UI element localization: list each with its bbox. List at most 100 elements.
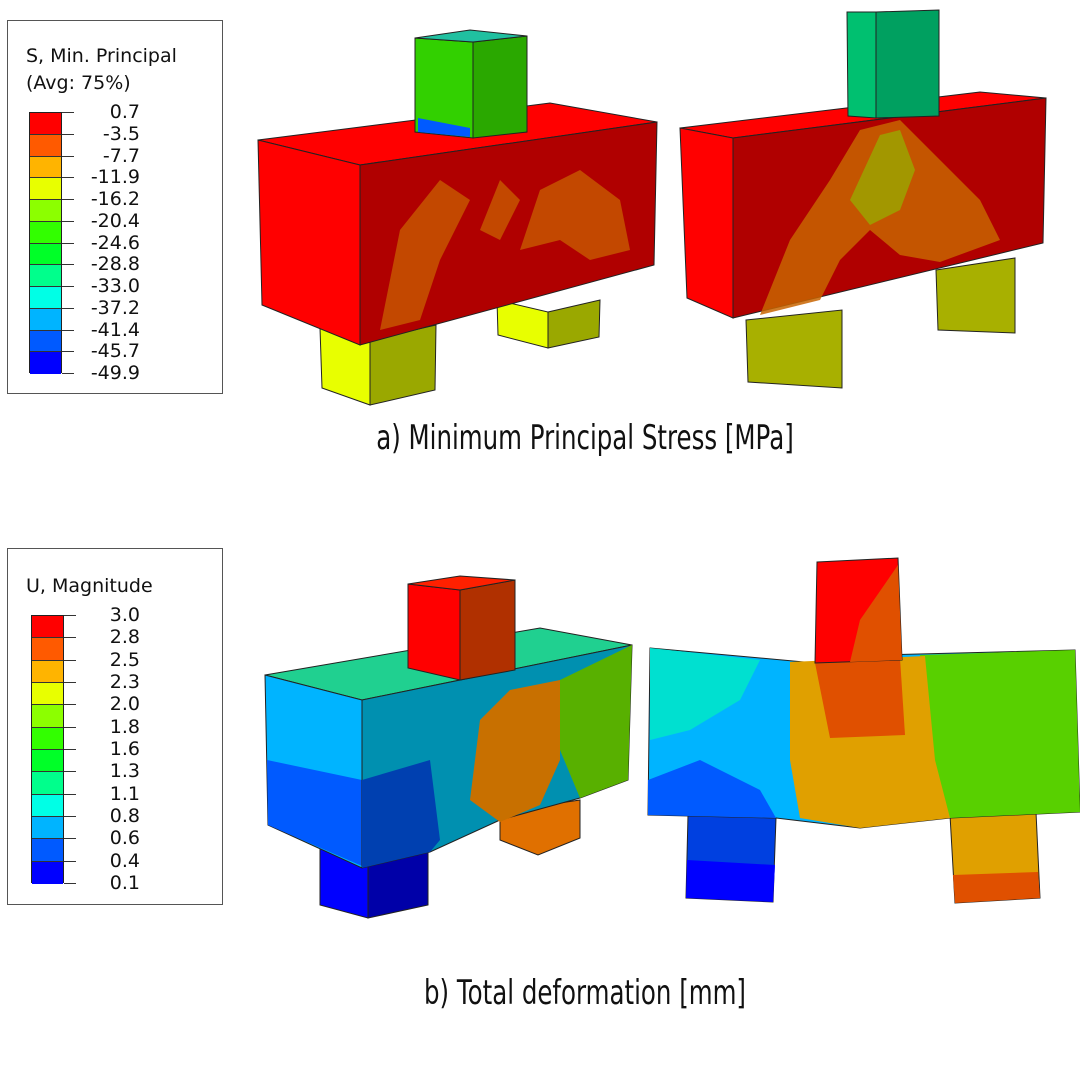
support-right-side (547, 299, 601, 349)
legend-value: 2.5 (109, 648, 140, 671)
legend-tick (62, 329, 74, 331)
color-band (30, 308, 61, 331)
legend-value: 0.8 (109, 805, 140, 827)
deformation-contour-left-bottom (648, 760, 776, 818)
model-b-front (647, 557, 1080, 904)
deformation-contour-right (560, 645, 632, 798)
legend-tick (62, 373, 74, 374)
legend-value: -16.2 (90, 188, 140, 210)
legend-displacement-magnitude: U, Magnitude 3.0 2.8 2.5 2.3 2.0 1.8 1.6 1.3 1.1… (7, 548, 223, 905)
legend-tick (62, 286, 74, 287)
color-band (30, 352, 61, 374)
legend-value: 1.8 (109, 715, 140, 738)
legend-tick (64, 860, 76, 862)
legend-tick (62, 133, 74, 135)
legend-tick (64, 749, 76, 750)
legend-title: U, Magnitude (26, 575, 153, 597)
legend-tick (62, 307, 74, 309)
legend-tick (62, 351, 74, 353)
column-top-face (414, 29, 528, 43)
legend-tick (64, 838, 76, 840)
beam-end-face (679, 127, 734, 319)
legend-value: 3.0 (109, 604, 140, 626)
legend-tick (64, 726, 76, 728)
color-band (32, 839, 63, 862)
color-band (32, 660, 63, 683)
legend-value: 0.7 (109, 101, 140, 123)
legend-value: -33.0 (90, 275, 140, 297)
legend-value: -24.6 (90, 231, 140, 254)
legend-tick (62, 177, 74, 179)
color-band (32, 727, 63, 750)
color-band (30, 113, 61, 135)
deformation-contour-left-top (650, 648, 760, 740)
legend-value: -7.7 (102, 144, 140, 167)
color-band (32, 616, 63, 639)
color-band (32, 816, 63, 840)
legend-value: 1.1 (109, 782, 140, 805)
legend-value: -41.4 (90, 318, 140, 341)
color-band (30, 134, 61, 157)
legend-tick (64, 771, 76, 773)
legend-tick (62, 112, 74, 113)
legend-value: 1.6 (109, 738, 140, 760)
color-band (30, 200, 61, 222)
deformation-contour-mid (470, 680, 560, 822)
support-right-front (496, 299, 549, 349)
legend-value: -37.2 (90, 296, 140, 319)
deformation-contour-low (362, 760, 440, 868)
deformation-contour-right (920, 650, 1080, 818)
color-band (32, 794, 63, 817)
support-right (935, 257, 1016, 334)
legend-tick (64, 793, 76, 795)
color-band (30, 265, 61, 287)
model-a-front (679, 9, 1047, 389)
color-band (32, 638, 63, 661)
column-side-face (875, 9, 940, 119)
beam-end-face-contour (267, 760, 362, 866)
model-b-isometric (264, 575, 633, 919)
deformation-contour-peak (815, 658, 905, 738)
legend-tick (64, 682, 76, 683)
column-top-face (407, 575, 516, 591)
color-bar (31, 615, 64, 884)
color-band (30, 156, 61, 179)
legend-value: -49.9 (90, 362, 140, 384)
color-band (32, 749, 63, 773)
legend-tick (64, 816, 76, 817)
legend-value: -11.9 (90, 166, 140, 189)
legend-subtitle: (Avg: 75%) (26, 72, 131, 94)
color-band (32, 772, 63, 795)
model-a-isometric (257, 29, 658, 406)
legend-value: 2.0 (109, 693, 140, 716)
legend-value: 1.3 (109, 760, 140, 783)
stress-contour-patch (380, 170, 630, 330)
caption-b: b) Total deformation [mm] (424, 973, 746, 1013)
legend-tick (64, 883, 76, 884)
legend-value: 2.3 (109, 671, 140, 693)
legend-value: 2.8 (109, 626, 140, 649)
legend-tick (64, 637, 76, 639)
color-band (32, 861, 63, 884)
legend-value: 0.1 (109, 872, 140, 894)
color-band (30, 221, 61, 244)
legend-tick (64, 704, 76, 706)
support-left (745, 309, 843, 389)
color-bar (29, 112, 62, 374)
legend-value: -45.7 (90, 340, 140, 363)
support-right-contour (953, 872, 1040, 903)
legend-tick (62, 155, 74, 157)
legend-tick (62, 242, 74, 244)
legend-value: -20.4 (90, 209, 140, 232)
column-contour (850, 565, 902, 662)
legend-tick (64, 615, 76, 616)
legend-tick (62, 199, 74, 200)
beam-end-face (257, 139, 361, 346)
legend-tick (62, 264, 74, 266)
color-band (32, 705, 63, 728)
legend-value: 0.4 (109, 849, 140, 872)
legend-value: 0.6 (109, 827, 140, 850)
legend-value: -3.5 (102, 122, 140, 145)
column-side-face (459, 579, 516, 681)
